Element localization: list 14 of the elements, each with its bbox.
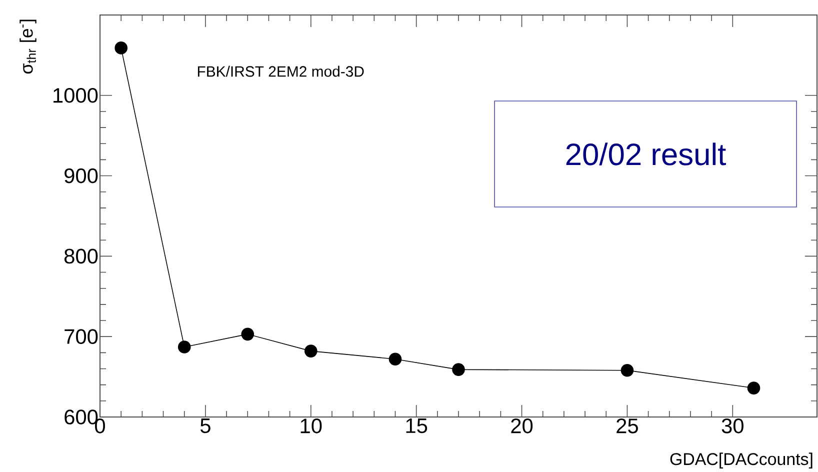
y-tick-label: 1000 — [54, 88, 98, 103]
y-tick-label: 800 — [64, 248, 98, 264]
x-axis-title: GDAC[DACcounts] — [670, 452, 812, 468]
annotation: 20/02 result — [566, 142, 726, 166]
x-tick-label: 25 — [616, 418, 638, 434]
y-tick-label: 900 — [64, 168, 98, 184]
x-tick-label: 15 — [406, 418, 428, 434]
x-tick-label: 30 — [722, 418, 744, 434]
x-tick-label: 5 — [200, 418, 210, 434]
x-tick-label: 10 — [300, 418, 322, 434]
y-axis-title: σ$_{thr}$ [e$^{-}$] — [20, 20, 36, 74]
annotation: FBK/IRST 2EM2 mod-3D — [198, 66, 364, 77]
x-tick-label: 20 — [511, 418, 533, 434]
y-tick-label: 700 — [64, 329, 98, 344]
